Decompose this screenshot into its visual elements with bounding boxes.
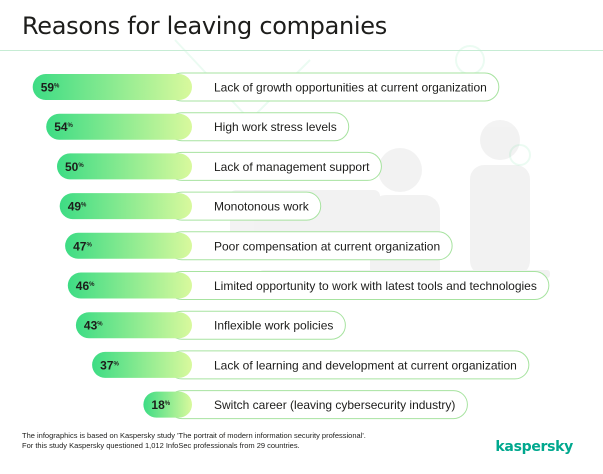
kaspersky-logo: kaspersky (495, 439, 573, 455)
category-label: Lack of learning and development at curr… (214, 358, 517, 372)
value-label: 47% (73, 239, 92, 253)
bar (59, 193, 193, 220)
footnote: The infographics is based on Kaspersky s… (22, 431, 366, 451)
footnote-line-1: The infographics is based on Kaspersky s… (22, 431, 366, 440)
value-label: 37% (100, 358, 119, 372)
bar (32, 74, 193, 100)
bar (143, 391, 192, 418)
value-label: 43% (84, 319, 103, 333)
category-label: Lack of growth opportunities at current … (214, 81, 487, 95)
category-label: Limited opportunity to work with latest … (214, 279, 537, 293)
category-label: Monotonous work (214, 200, 310, 214)
category-label: Switch career (leaving cybersecurity ind… (214, 398, 455, 412)
value-label: 46% (76, 279, 95, 293)
page-title: Reasons for leaving companies (22, 12, 387, 40)
category-label: High work stress levels (214, 120, 337, 134)
bar (67, 272, 192, 299)
category-label: Inflexible work policies (214, 319, 333, 333)
bar (57, 153, 192, 180)
bar (65, 232, 192, 259)
bar (75, 312, 192, 339)
bar (46, 113, 193, 140)
value-label: 50% (65, 160, 84, 174)
value-label: 18% (151, 398, 170, 412)
footnote-line-2: For this study Kaspersky questioned 1,01… (22, 441, 300, 450)
value-label: 54% (54, 120, 73, 134)
value-label: 59% (41, 81, 60, 95)
title-divider (0, 50, 603, 51)
category-label: Poor compensation at current organizatio… (214, 239, 440, 253)
bar (92, 351, 192, 378)
category-label: Lack of management support (214, 160, 370, 174)
value-label: 49% (68, 200, 87, 214)
